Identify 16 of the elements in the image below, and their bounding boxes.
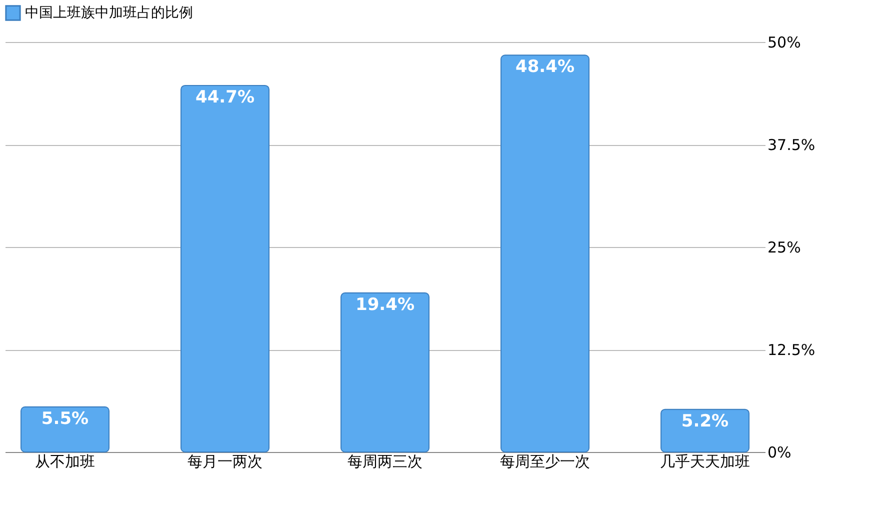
text: 44.7% <box>196 87 254 108</box>
text: 5.5% <box>41 408 89 429</box>
y-tick-label: 12.5% <box>768 341 816 359</box>
legend-label: 中国上班族中加班占的比例 <box>25 5 193 21</box>
x-tick-label: 从不加班 <box>35 452 95 470</box>
x-tick-label: 每周至少一次 <box>500 452 590 470</box>
y-tick-label: 50% <box>768 34 801 52</box>
x-tick-label: 每周两三次 <box>348 452 422 470</box>
y-tick-label: 25% <box>768 238 801 256</box>
y-tick-label: 37.5% <box>768 136 816 154</box>
text: 5.2% <box>681 411 729 432</box>
x-tick-label: 几乎天天加班 <box>660 452 750 470</box>
text: 48.4% <box>516 57 574 78</box>
text: 19.4% <box>356 294 414 315</box>
x-tick-label: 每月一两次 <box>188 452 262 470</box>
y-tick-label: 0% <box>768 444 792 462</box>
